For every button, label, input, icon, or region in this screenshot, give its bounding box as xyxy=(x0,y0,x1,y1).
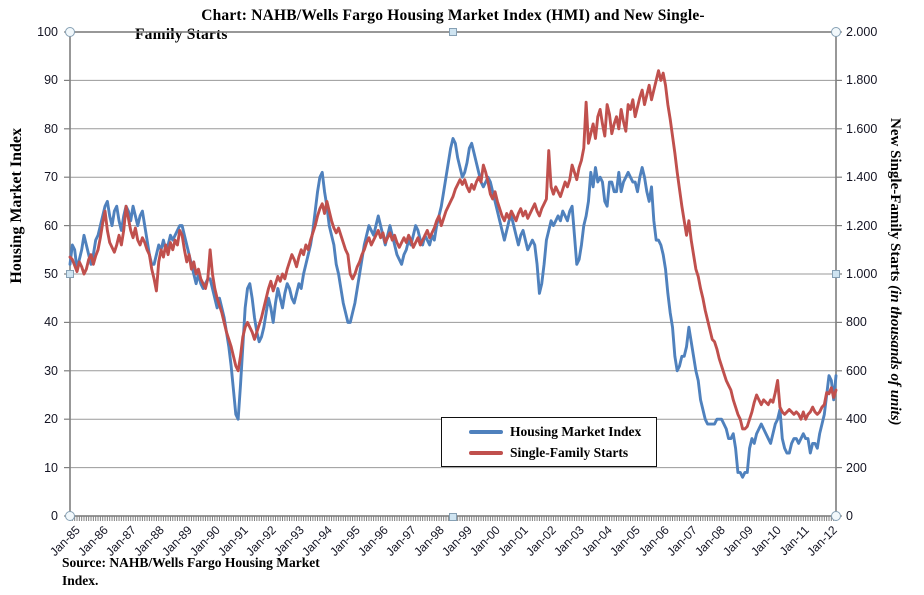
legend-item-starts: Single-Family Starts xyxy=(469,445,656,461)
legend-item-hmi: Housing Market Index xyxy=(469,424,656,440)
source-note: Source: NAHB/Wells Fargo Housing Market … xyxy=(62,555,320,589)
right-axis-tick-label: 1.600 xyxy=(846,121,878,136)
right-axis-tick-label: 200 xyxy=(846,460,867,475)
chart-legend[interactable]: Housing Market Index Single-Family Start… xyxy=(441,417,657,467)
right-axis-tick-label: 800 xyxy=(846,315,867,330)
right-axis-tick-label: 400 xyxy=(846,412,867,427)
right-axis-title: New Single-Family Starts (in thousands o… xyxy=(886,118,903,426)
selection-handle-top-center[interactable] xyxy=(449,28,457,36)
legend-label-starts: Single-Family Starts xyxy=(510,444,629,460)
selection-handle-middle-left[interactable] xyxy=(66,270,74,278)
hmi-line-series[interactable] xyxy=(68,137,838,479)
left-axis-tick-label: 60 xyxy=(44,218,58,233)
left-axis-tick-label: 20 xyxy=(44,412,58,427)
right-axis-title-main: New Single-Family Starts xyxy=(887,118,903,286)
selection-handle-top-right[interactable] xyxy=(831,27,841,37)
right-axis-tick-label: 1.000 xyxy=(846,267,878,281)
chart-title-line2: Family Starts xyxy=(135,26,228,43)
left-axis-tick-label: 10 xyxy=(44,460,58,475)
starts-line-series[interactable] xyxy=(68,69,838,431)
right-axis-tick-label: 0 xyxy=(846,509,853,523)
left-axis-tick-label: 50 xyxy=(44,267,58,281)
hmi-line-swatch xyxy=(469,429,503,434)
right-axis-tick-label: 1.400 xyxy=(846,170,878,185)
selection-handle-bottom-left[interactable] xyxy=(65,511,75,521)
left-axis-tick-label: 0 xyxy=(51,509,58,523)
selection-handle-bottom-right[interactable] xyxy=(831,511,841,521)
left-axis-tick-label: 40 xyxy=(44,315,58,330)
selection-handle-top-left[interactable] xyxy=(65,27,75,37)
starts-line-swatch xyxy=(469,450,503,455)
selection-handle-bottom-center[interactable] xyxy=(449,513,457,521)
right-axis-title-unit: (in thousands of units) xyxy=(887,285,903,426)
right-axis-tick-label: 1.200 xyxy=(846,218,878,233)
left-axis-tick-label: 30 xyxy=(44,363,58,378)
right-axis-tick-label: 600 xyxy=(846,363,867,378)
left-axis-tick-label: 90 xyxy=(44,73,58,88)
right-axis-tick-label: 2.000 xyxy=(846,25,878,39)
legend-label-hmi: Housing Market Index xyxy=(510,423,642,439)
right-axis-tick-label: 1.800 xyxy=(846,73,878,88)
selection-handle-middle-right[interactable] xyxy=(832,270,840,278)
chart-title-line1: Chart: NAHB/Wells Fargo Housing Market I… xyxy=(201,7,705,24)
left-axis-tick-label: 70 xyxy=(44,170,58,185)
left-axis-tick-label: 100 xyxy=(37,25,58,39)
left-axis-title: Housing Market Index xyxy=(8,128,25,284)
left-axis-tick-label: 80 xyxy=(44,121,58,136)
